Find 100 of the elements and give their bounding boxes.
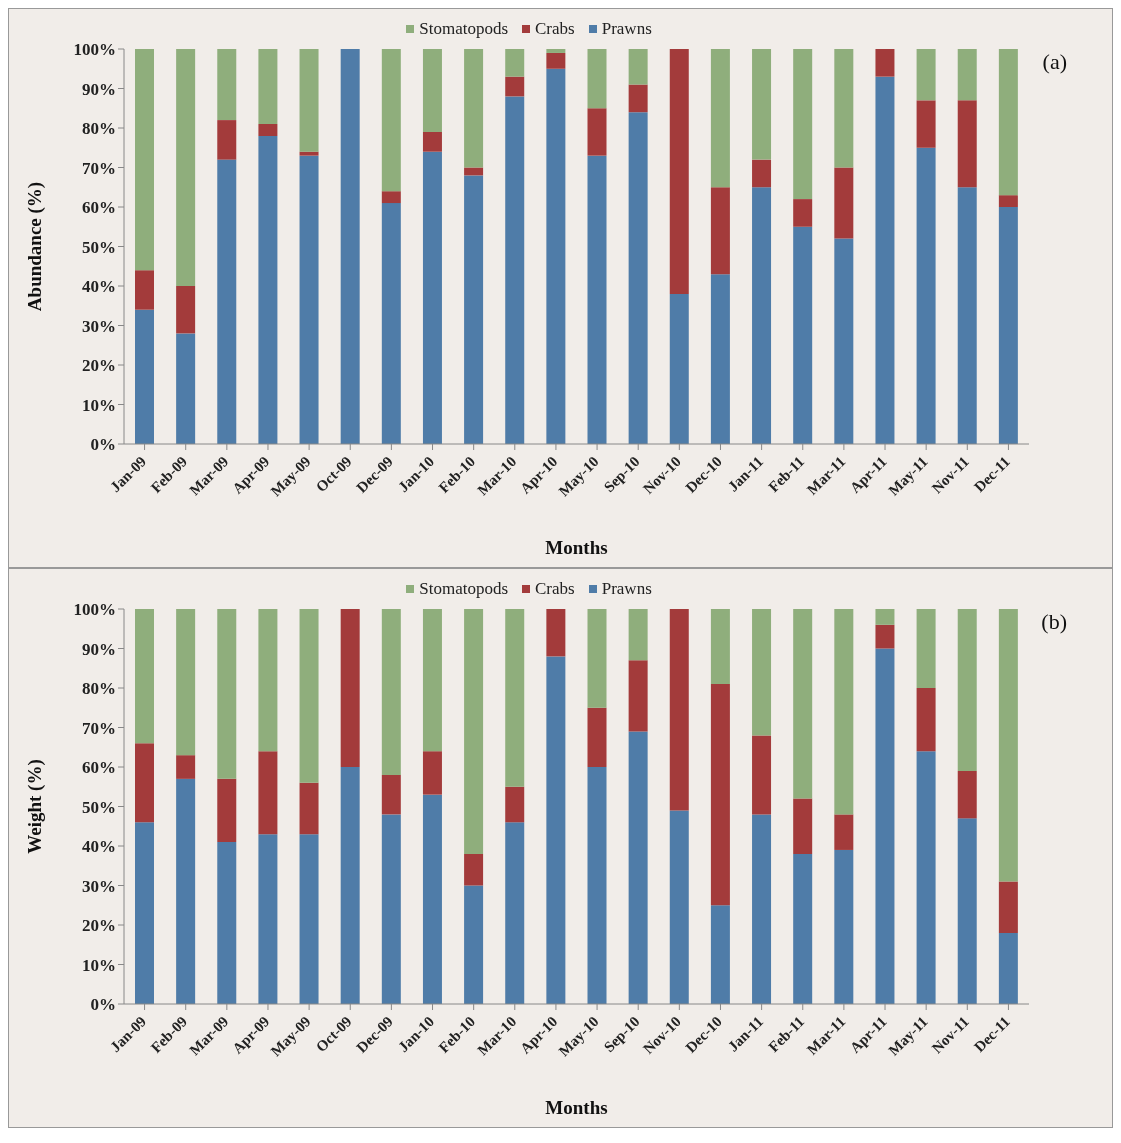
- bar: [916, 609, 936, 688]
- y-tick-label: 0%: [90, 995, 116, 1015]
- bar: [217, 159, 237, 444]
- bar: [422, 49, 442, 132]
- bar: [957, 49, 977, 101]
- bar: [176, 778, 196, 1004]
- y-tick-label: 80%: [82, 679, 116, 699]
- legend-label: Crabs: [534, 579, 575, 599]
- bar: [916, 688, 936, 752]
- bar: [875, 609, 895, 625]
- bar: [998, 881, 1018, 933]
- bar: [505, 96, 525, 444]
- bar: [135, 743, 154, 823]
- bar: [381, 774, 401, 815]
- bar: [628, 660, 648, 732]
- bar: [752, 159, 772, 188]
- bar: [464, 175, 484, 444]
- y-axis-title: Weight (%): [23, 759, 46, 854]
- y-tick-label: 60%: [82, 758, 116, 778]
- bar: [299, 155, 319, 444]
- bar: [381, 49, 401, 192]
- bar: [587, 609, 607, 708]
- bar: [258, 834, 278, 1004]
- bar: [176, 49, 196, 286]
- y-tick-label: 90%: [82, 639, 116, 659]
- legend-label: Crabs: [534, 19, 575, 39]
- bar: [258, 124, 278, 136]
- y-tick-label: 50%: [82, 237, 116, 257]
- bar: [957, 818, 977, 1004]
- bar: [793, 49, 813, 200]
- bar: [299, 49, 319, 152]
- bar: [176, 755, 196, 779]
- bar: [834, 849, 854, 1004]
- y-tick-label: 70%: [82, 158, 116, 178]
- bar: [505, 786, 525, 823]
- bar: [916, 100, 936, 148]
- bar: [340, 609, 360, 767]
- bar: [752, 49, 772, 160]
- bar: [710, 274, 730, 444]
- bar: [710, 609, 730, 685]
- bar: [834, 238, 854, 444]
- bar: [998, 49, 1018, 196]
- bar: [793, 798, 813, 854]
- bar: [505, 49, 525, 77]
- bar: [669, 293, 689, 444]
- bar: [793, 199, 813, 227]
- y-tick-label: 10%: [82, 395, 116, 415]
- bar: [135, 270, 154, 310]
- x-axis-title: Months: [545, 537, 608, 558]
- y-tick-label: 60%: [82, 198, 116, 218]
- bar: [464, 49, 484, 168]
- bar: [587, 108, 607, 156]
- bar: [299, 609, 319, 783]
- bar: [135, 609, 154, 744]
- legend-label: Prawns: [600, 19, 652, 39]
- bar: [998, 932, 1018, 1004]
- bar: [258, 751, 278, 835]
- bar: [710, 905, 730, 1004]
- y-tick-label: 30%: [82, 876, 116, 896]
- y-tick-label: 90%: [82, 79, 116, 99]
- bar: [546, 52, 566, 69]
- y-axis-title: Abundance (%): [23, 181, 46, 312]
- y-tick-label: 40%: [82, 277, 116, 297]
- bar: [752, 187, 772, 444]
- bar: [793, 226, 813, 444]
- bar: [875, 648, 895, 1004]
- bar: [217, 778, 237, 843]
- y-tick-label: 50%: [82, 797, 116, 817]
- bar: [176, 609, 196, 756]
- legend-label: Stomatopods: [418, 579, 509, 599]
- bar: [340, 49, 360, 444]
- bar: [669, 810, 689, 1004]
- bar: [217, 120, 237, 160]
- bar: [710, 49, 730, 188]
- bar: [381, 814, 401, 1004]
- bar: [875, 624, 895, 649]
- bar: [752, 814, 772, 1004]
- text: (b): [1041, 609, 1067, 635]
- bar: [464, 609, 484, 854]
- bar: [587, 707, 607, 767]
- bar: [710, 684, 730, 906]
- bar: [135, 822, 154, 1004]
- bar: [176, 286, 196, 334]
- bar: [710, 187, 730, 275]
- y-tick-label: 20%: [82, 356, 116, 376]
- bar: [505, 822, 525, 1004]
- bar: [916, 49, 936, 101]
- bar: [135, 49, 154, 271]
- bar: [752, 735, 772, 815]
- bar: [381, 609, 401, 775]
- bar: [299, 151, 319, 156]
- text: (a): [1042, 49, 1067, 75]
- bar: [546, 609, 566, 657]
- bar: [793, 853, 813, 1004]
- bar: [258, 135, 278, 444]
- x-axis-title: Months: [545, 1097, 608, 1118]
- bar: [669, 49, 689, 294]
- bar: [299, 834, 319, 1004]
- bar: [875, 49, 895, 77]
- bar: [505, 609, 525, 787]
